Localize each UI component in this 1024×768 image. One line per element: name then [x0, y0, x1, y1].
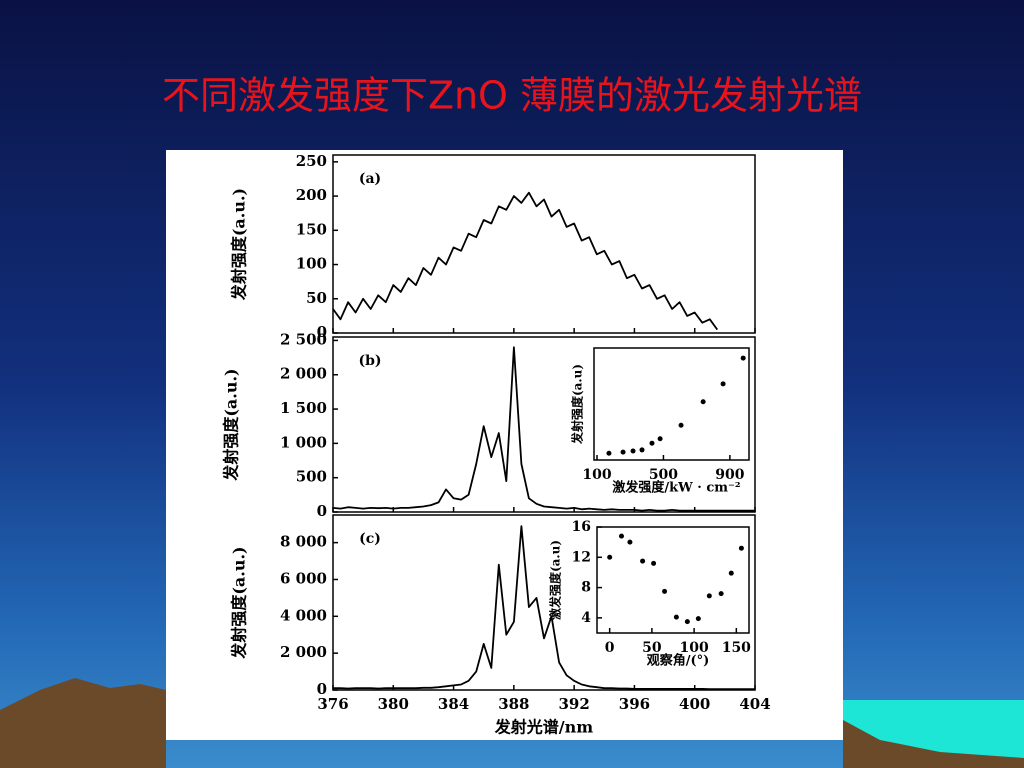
slide-title: 不同激发强度下ZnO 薄膜的激光发射光谱: [162, 74, 862, 118]
x-tick-label: 100: [582, 467, 611, 483]
data-point: [662, 588, 668, 594]
y-tick-label: 2 000: [280, 643, 327, 661]
y-tick-label: 0: [317, 502, 327, 520]
spectrum-line: [333, 525, 755, 690]
data-point: [740, 355, 746, 361]
y-tick-label: 150: [296, 220, 327, 238]
y-tick-label: 16: [572, 519, 591, 535]
y-tick-label: 4: [581, 610, 591, 626]
x-axis-title: 观察角/(°): [647, 653, 710, 669]
spectrum-line: [332, 191, 719, 331]
mountain: [843, 720, 1024, 768]
y-tick-label: 8 000: [280, 533, 327, 551]
y-tick-label: 6 000: [280, 569, 327, 587]
x-tick-label: 900: [715, 467, 744, 483]
x-tick-label: 380: [378, 695, 409, 713]
y-axis-title: 发射强度(a.u.): [230, 546, 249, 659]
y-axis-title: 发射强度(a.u.): [222, 368, 241, 481]
x-tick-label: 500: [649, 467, 678, 483]
data-point: [684, 619, 690, 625]
x-tick-label: 388: [498, 695, 529, 713]
y-tick-label: 200: [296, 186, 327, 204]
x-axis-title: 激发强度/kW · cm⁻²: [612, 480, 740, 496]
y-tick-label: 4 000: [280, 606, 327, 624]
data-point: [700, 399, 706, 405]
x-tick-label: 400: [679, 695, 710, 713]
data-point: [651, 560, 657, 566]
plot-frame: [593, 347, 750, 461]
plot-frame: [596, 526, 750, 634]
data-point: [606, 450, 612, 456]
data-point: [640, 558, 646, 564]
y-tick-label: 0: [317, 323, 327, 341]
x-tick-label: 376: [317, 695, 348, 713]
data-point: [720, 381, 726, 387]
panel-label: (b): [358, 353, 381, 369]
y-tick-label: 8: [581, 580, 591, 596]
y-axis-title: 发射强度(a.u.): [230, 188, 249, 301]
data-point: [618, 533, 624, 539]
y-tick-label: 100: [296, 255, 327, 273]
data-point: [607, 554, 613, 560]
y-tick-label: 500: [296, 468, 327, 486]
y-tick-label: 12: [572, 549, 591, 565]
data-point: [678, 422, 684, 428]
y-tick-label: 1 000: [280, 433, 327, 451]
data-point: [706, 593, 712, 599]
data-point: [627, 539, 633, 545]
y-tick-label: 250: [296, 152, 327, 170]
x-tick-label: 384: [438, 695, 469, 713]
x-tick-label: 392: [558, 695, 589, 713]
data-point: [649, 440, 655, 446]
data-point: [673, 614, 679, 620]
y-tick-label: 2 000: [280, 365, 327, 383]
plot-frame: [332, 154, 756, 334]
panel-label: (a): [359, 171, 381, 187]
x-tick-label: 150: [722, 640, 751, 656]
mountain: [0, 678, 166, 768]
y-axis-title: 激发强度(a.u): [548, 540, 563, 620]
y-tick-label: 2 500: [280, 330, 327, 348]
data-point: [718, 591, 724, 597]
data-point: [695, 616, 701, 622]
data-point: [738, 545, 744, 551]
data-point: [620, 449, 626, 455]
data-point: [639, 447, 645, 453]
y-tick-label: 1 500: [280, 399, 327, 417]
x-axis-title: 发射光谱/nm: [494, 718, 593, 737]
x-tick-label: 396: [619, 695, 650, 713]
x-tick-label: 100: [679, 640, 708, 656]
data-point: [630, 448, 636, 454]
x-tick-label: 50: [642, 640, 662, 656]
y-tick-label: 50: [306, 289, 327, 307]
data-point: [728, 570, 734, 576]
panel-label: (c): [359, 531, 381, 547]
y-axis-title: 发射强度(a.u): [570, 364, 585, 445]
x-tick-label: 404: [739, 695, 770, 713]
data-point: [657, 436, 663, 442]
y-tick-label: 0: [317, 680, 327, 698]
spectrum-line: [332, 346, 755, 512]
x-tick-label: 0: [605, 640, 615, 656]
